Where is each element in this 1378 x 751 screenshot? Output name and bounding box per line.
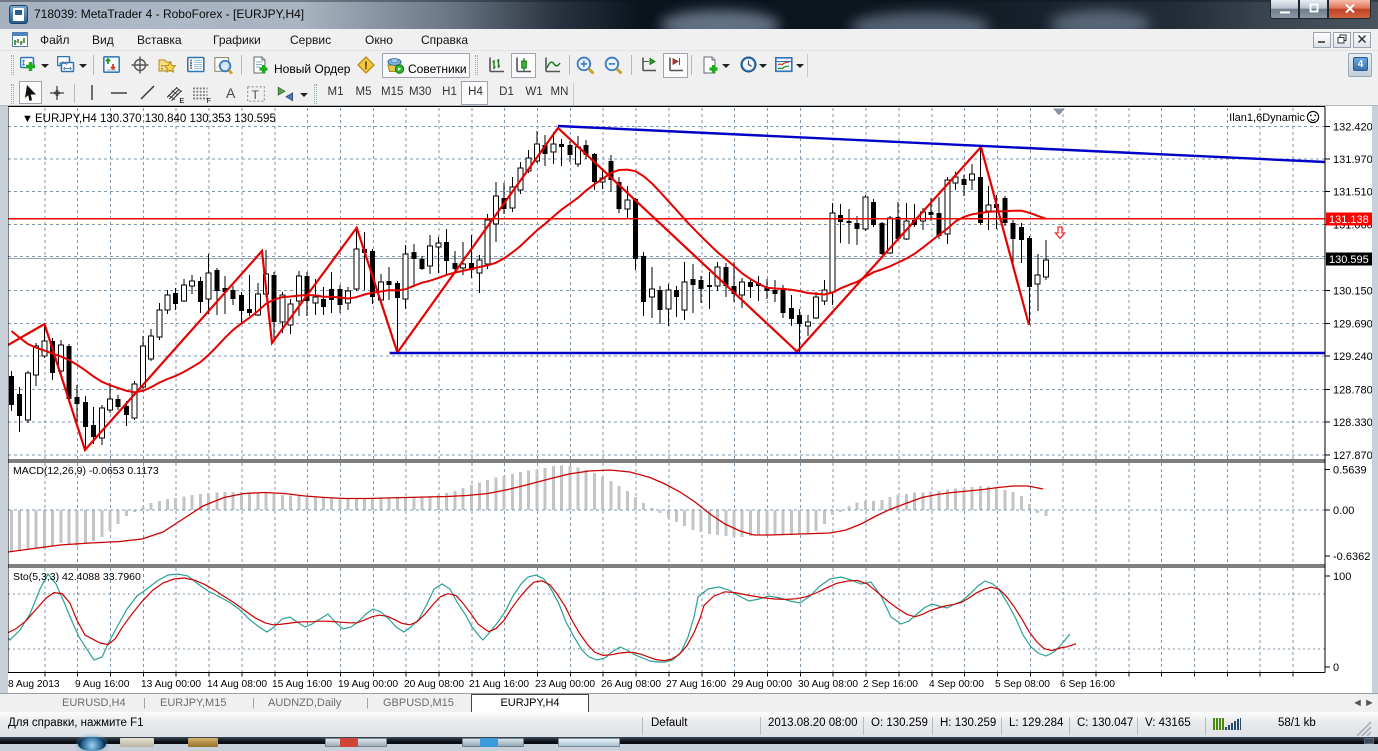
svg-text:0.5639: 0.5639 bbox=[1333, 464, 1367, 476]
svg-text:131.138: 131.138 bbox=[1329, 214, 1369, 226]
svg-text:15 Aug 16:00: 15 Aug 16:00 bbox=[272, 679, 332, 690]
svg-text:4 Sep 00:00: 4 Sep 00:00 bbox=[929, 679, 984, 690]
svg-text:6 Sep 16:00: 6 Sep 16:00 bbox=[1060, 679, 1115, 690]
svg-text:100: 100 bbox=[1333, 571, 1351, 583]
svg-text:-0.6362: -0.6362 bbox=[1333, 551, 1370, 563]
svg-text:T: T bbox=[252, 88, 260, 102]
svg-text:19 Aug 00:00: 19 Aug 00:00 bbox=[338, 679, 398, 690]
svg-text:20 Aug 08:00: 20 Aug 08:00 bbox=[404, 679, 464, 690]
svg-text:8 Aug 2013: 8 Aug 2013 bbox=[8, 679, 60, 690]
svg-text:130.595: 130.595 bbox=[1329, 254, 1369, 266]
svg-text:2 Sep 16:00: 2 Sep 16:00 bbox=[863, 679, 918, 690]
svg-text:9 Aug 16:00: 9 Aug 16:00 bbox=[75, 679, 130, 690]
svg-text:129.690: 129.690 bbox=[1333, 319, 1372, 331]
svg-text:30 Aug 08:00: 30 Aug 08:00 bbox=[798, 679, 858, 690]
svg-text:131.510: 131.510 bbox=[1333, 187, 1372, 199]
svg-text:23 Aug 00:00: 23 Aug 00:00 bbox=[535, 679, 595, 690]
svg-text:!: ! bbox=[364, 60, 368, 72]
svg-text:▼: ▼ bbox=[22, 113, 33, 125]
svg-text:14 Aug 08:00: 14 Aug 08:00 bbox=[207, 679, 267, 690]
svg-text:Ilan1,6Dynamic: Ilan1,6Dynamic bbox=[1229, 112, 1305, 124]
svg-text:131.970: 131.970 bbox=[1333, 154, 1372, 166]
svg-text:0: 0 bbox=[1333, 662, 1339, 674]
svg-text:5 Sep 08:00: 5 Sep 08:00 bbox=[995, 679, 1050, 690]
svg-text:F: F bbox=[206, 96, 211, 104]
svg-text:0.00: 0.00 bbox=[1333, 505, 1354, 517]
svg-text:A: A bbox=[226, 85, 236, 101]
svg-text:MACD(12,26,9) -0.0653 0.1173: MACD(12,26,9) -0.0653 0.1173 bbox=[13, 465, 159, 477]
svg-text:128.330: 128.330 bbox=[1333, 417, 1372, 429]
svg-text:129.240: 129.240 bbox=[1333, 351, 1372, 363]
svg-text:128.780: 128.780 bbox=[1333, 384, 1372, 396]
svg-text:EURJPY,H4 130.370 130.840 130: EURJPY,H4 130.370 130.840 130.353 130.59… bbox=[35, 113, 276, 125]
svg-text:130.150: 130.150 bbox=[1333, 285, 1372, 297]
svg-text:27 Aug 16:00: 27 Aug 16:00 bbox=[666, 679, 726, 690]
svg-text:26 Aug 08:00: 26 Aug 08:00 bbox=[601, 679, 661, 690]
svg-text:127.870: 127.870 bbox=[1333, 450, 1372, 462]
svg-text:132.420: 132.420 bbox=[1333, 122, 1372, 134]
svg-text:21 Aug 16:00: 21 Aug 16:00 bbox=[469, 679, 529, 690]
svg-text:Sto(5,3,3) 42.4088 33.7960: Sto(5,3,3) 42.4088 33.7960 bbox=[13, 571, 141, 583]
svg-text:29 Aug 00:00: 29 Aug 00:00 bbox=[732, 679, 792, 690]
svg-text:13 Aug 00:00: 13 Aug 00:00 bbox=[141, 679, 201, 690]
svg-text:E: E bbox=[179, 96, 184, 104]
